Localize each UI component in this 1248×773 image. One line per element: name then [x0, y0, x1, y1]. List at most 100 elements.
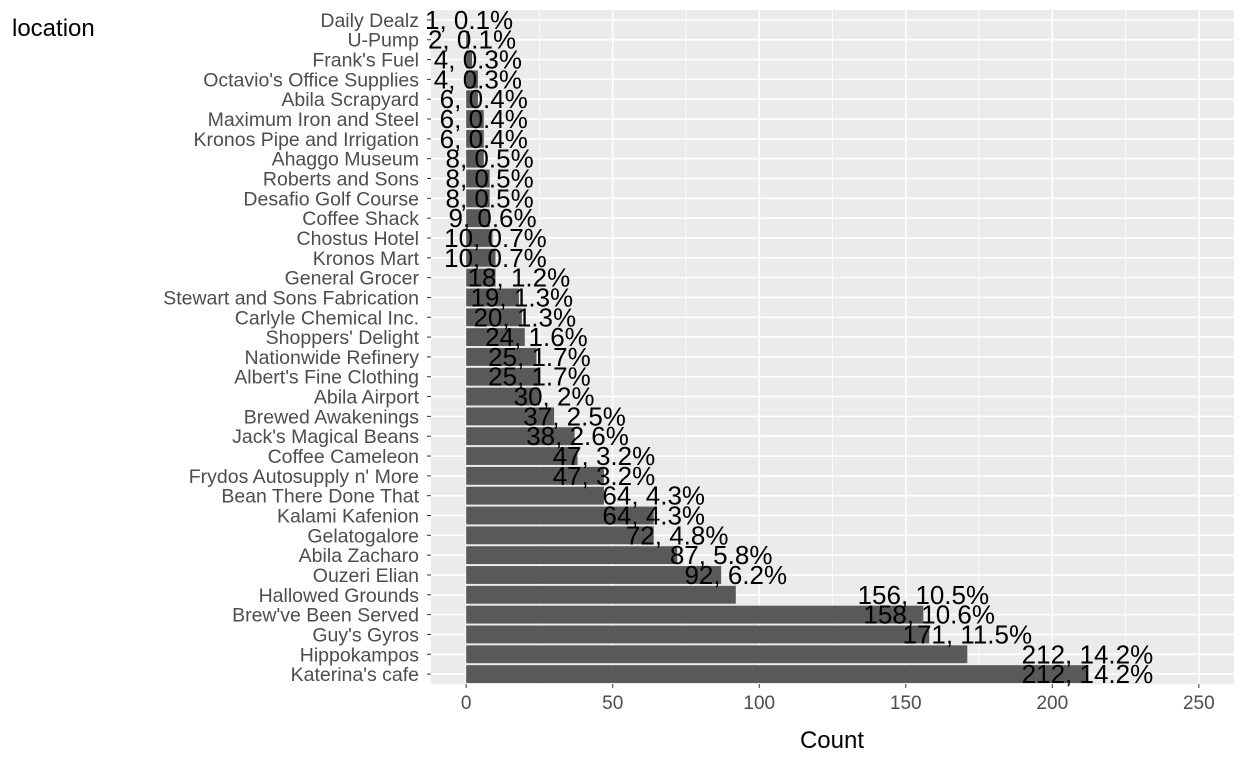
bar [466, 447, 578, 465]
data-label: 47, 3.2% [553, 461, 656, 491]
data-label: 8, 0.5% [446, 183, 534, 213]
data-label: 2, 0.1% [428, 25, 516, 55]
category-label: Guy's Gyros [312, 624, 419, 646]
category-label: Daily Dealz [320, 10, 419, 32]
data-label: 8, 0.5% [446, 144, 534, 174]
bar [466, 387, 540, 406]
bar [466, 288, 519, 307]
category-label: Kronos Pipe and Irrigation [194, 129, 419, 151]
data-label: 10, 0.7% [444, 223, 547, 253]
data-label: 171, 11.5% [902, 619, 1032, 649]
bar [466, 585, 736, 604]
category-label: Abila Zacharo [299, 545, 419, 567]
x-tick-label: 0 [461, 693, 472, 714]
category-label: Shoppers' Delight [266, 327, 420, 349]
x-tick-label: 200 [1036, 693, 1068, 714]
category-label: Katerina's cafe [291, 664, 419, 686]
bar [466, 30, 470, 49]
category-label: Chostus Hotel [297, 228, 419, 250]
bar [466, 308, 522, 327]
category-label: Hippokampos [300, 644, 419, 666]
category-label: Abila Airport [314, 387, 420, 409]
data-label: 37, 2.5% [523, 401, 626, 431]
bar [466, 645, 968, 664]
bar [466, 110, 484, 128]
x-tick-label: 50 [602, 693, 623, 714]
data-label: 9, 0.6% [448, 203, 536, 233]
data-label: 92, 6.2% [684, 560, 787, 590]
bar [466, 189, 490, 208]
bar [466, 665, 1088, 684]
data-label: 6, 0.4% [440, 84, 528, 114]
bar [466, 466, 604, 485]
category-label: Kalami Kafenion [277, 506, 419, 528]
category-label: Frydos Autosupply n' More [189, 466, 419, 488]
data-label: 156, 10.5% [858, 580, 990, 610]
bar [466, 347, 537, 366]
category-label: Gelatogalore [307, 525, 419, 547]
category-label: General Grocer [285, 268, 420, 290]
x-tick-label: 250 [1183, 693, 1215, 714]
x-tick-label: 100 [743, 693, 775, 714]
bar [466, 526, 654, 545]
data-label: 19, 1.3% [471, 282, 574, 312]
bar [466, 625, 930, 644]
bar [466, 605, 924, 624]
category-label: Coffee Shack [302, 208, 419, 230]
category-label: Brew've Been Served [232, 605, 419, 627]
category-label: Albert's Fine Clothing [234, 367, 419, 389]
category-label: Brewed Awakenings [244, 406, 420, 428]
data-label: 10, 0.7% [444, 243, 547, 273]
bar [466, 367, 540, 386]
bar [466, 506, 654, 525]
category-label: Carlyle Chemical Inc. [235, 307, 419, 329]
category-label: Bean There Done That [221, 486, 419, 508]
data-label: 6, 0.4% [440, 124, 528, 154]
bar [466, 427, 575, 446]
bar [466, 90, 478, 109]
category-label: Nationwide Refinery [244, 347, 419, 369]
data-label: 47, 3.2% [553, 441, 656, 471]
category-label: Octavio's Office Supplies [203, 69, 419, 91]
bar [466, 268, 496, 287]
data-label: 1, 0.1% [425, 5, 513, 35]
bar [466, 566, 722, 584]
bar [466, 169, 490, 188]
data-label: 212, 14.2% [1022, 659, 1154, 689]
data-label: 158, 10.6% [863, 600, 995, 630]
bar [466, 149, 484, 168]
bar [466, 328, 525, 347]
data-label: 38, 2.6% [526, 421, 629, 451]
category-label: Ahaggo Museum [272, 149, 419, 171]
legend-title: location [12, 15, 95, 42]
category-label: U-Pump [347, 30, 419, 52]
category-label: Frank's Fuel [312, 50, 419, 72]
bar [466, 229, 493, 247]
data-label: 4, 0.3% [434, 64, 522, 94]
category-label: Hallowed Grounds [259, 585, 420, 607]
bar [466, 486, 604, 505]
bar [466, 407, 555, 426]
bar [466, 546, 678, 565]
data-label: 8, 0.5% [446, 164, 534, 194]
data-label: 18, 1.2% [468, 263, 571, 293]
data-label: 30, 2% [514, 382, 595, 412]
category-label: Ouzeri Elian [313, 565, 419, 587]
data-label: 64, 4.3% [602, 481, 705, 511]
data-label: 64, 4.3% [602, 501, 705, 531]
data-label: 6, 0.4% [440, 104, 528, 134]
data-label: 212, 14.2% [1022, 639, 1154, 669]
data-label: 72, 4.8% [626, 520, 729, 550]
category-label: Desafio Golf Course [243, 188, 419, 210]
bar [466, 248, 496, 267]
category-label: Jack's Magical Beans [232, 426, 419, 448]
data-label: 87, 5.8% [670, 540, 773, 570]
category-label: Kronos Mart [313, 248, 420, 270]
category-label: Stewart and Sons Fabrication [163, 287, 419, 309]
x-tick-label: 150 [890, 693, 922, 714]
data-label: 25, 1.7% [488, 362, 591, 392]
category-label: Coffee Cameleon [268, 446, 419, 468]
data-label: 25, 1.7% [488, 342, 591, 372]
